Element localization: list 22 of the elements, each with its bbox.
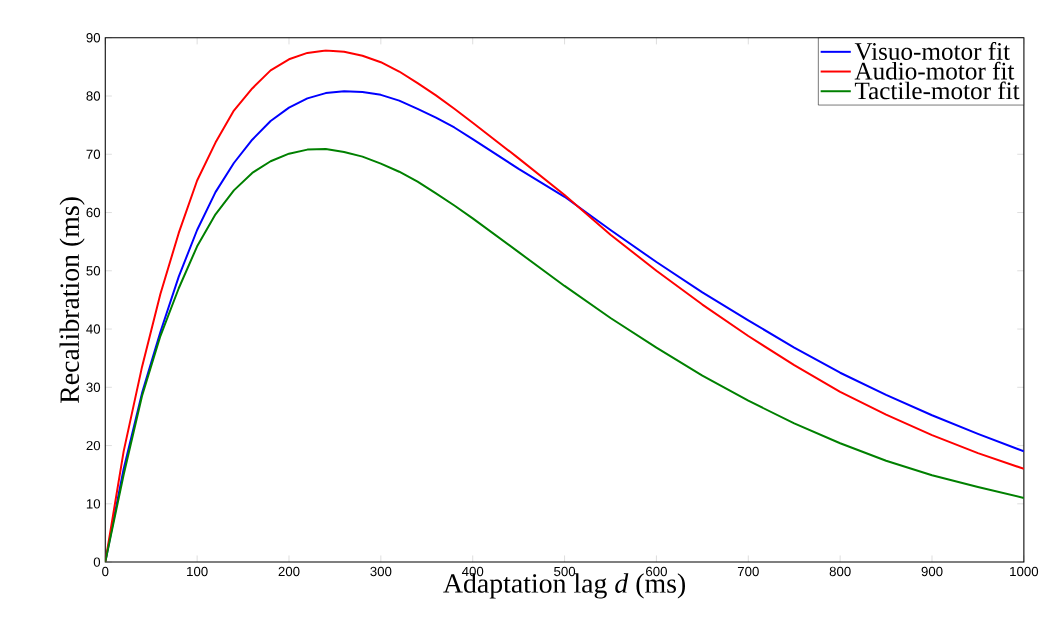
x-tick-label: 200 (278, 566, 300, 577)
y-tick-label: 10 (86, 499, 101, 509)
y-tick-label: 90 (86, 33, 101, 43)
legend-label: Tactile-motor fit (854, 81, 1020, 100)
x-tick-label: 0 (102, 566, 109, 577)
x-tick-label: 800 (829, 566, 851, 577)
y-tick-label: 40 (86, 324, 101, 334)
x-tick-label: 100 (187, 566, 208, 577)
y-tick-label: 20 (86, 441, 101, 451)
y-tick-label: 80 (86, 91, 101, 101)
legend-label: Visuo-motor fit (854, 42, 1010, 61)
y-axis-title: Recalibration (ms) (59, 197, 85, 404)
legend-label: Audio-motor fit (854, 61, 1015, 80)
y-tick-label: 50 (86, 266, 101, 276)
y-tick-label: 60 (86, 208, 101, 218)
x-tick-label: 1000 (1010, 566, 1039, 577)
y-tick-label: 70 (86, 149, 101, 160)
x-tick-label: 900 (921, 566, 943, 577)
x-tick-label: 300 (370, 566, 392, 577)
y-tick-label: 30 (86, 382, 101, 393)
x-tick-label: 700 (737, 566, 759, 577)
y-tick-label: 0 (93, 557, 101, 567)
